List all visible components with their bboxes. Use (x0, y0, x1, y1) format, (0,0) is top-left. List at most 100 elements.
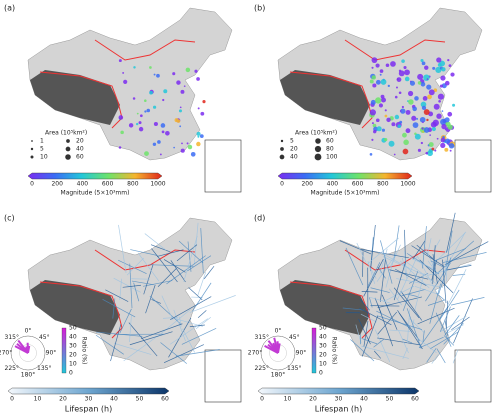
track-line (129, 263, 133, 309)
track-line (433, 248, 466, 262)
track-line (350, 339, 375, 362)
track-line (418, 306, 449, 349)
region-border (344, 39, 446, 61)
event-dot (120, 130, 124, 135)
event-dot (411, 115, 417, 121)
event-dot (441, 123, 447, 130)
track-line (361, 248, 409, 259)
legend-title: Area (10⁵km²) (295, 130, 337, 137)
region-border (39, 281, 123, 339)
track-line (105, 289, 129, 302)
event-dot (398, 91, 402, 95)
track-line (446, 265, 472, 271)
legend-symbol (315, 138, 321, 144)
region-border (94, 39, 196, 61)
colorbar (7, 387, 170, 395)
track-line (414, 272, 425, 310)
track-line (370, 287, 390, 293)
event-dot (179, 125, 182, 128)
event-dot (390, 61, 396, 67)
event-dot (381, 128, 386, 132)
event-dot (371, 138, 374, 141)
event-dot (439, 84, 443, 88)
event-dot (146, 108, 151, 113)
track-line (342, 307, 365, 311)
event-dot (394, 114, 400, 120)
panel-label: (c) (4, 214, 15, 223)
event-dot (165, 130, 170, 136)
track-line (416, 244, 434, 259)
ratio-tick: 0 (69, 370, 73, 377)
rose-angle: 90° (46, 350, 57, 357)
track-line (422, 330, 425, 342)
inset-map (454, 349, 492, 403)
colorbar-tick: 10 (34, 396, 42, 403)
track-line (430, 260, 443, 267)
legend-label: 10 (40, 154, 48, 161)
track-line (129, 315, 132, 342)
legend-label: 60 (326, 138, 334, 145)
rose-angle: 135° (37, 365, 51, 372)
track-line (452, 349, 459, 364)
colorbar-tick: 50 (386, 396, 394, 403)
track-line (178, 240, 204, 264)
event-dot (202, 100, 206, 104)
legend-label: 20 (290, 146, 298, 153)
track-line (379, 248, 388, 274)
event-dot (138, 126, 144, 132)
track-line (345, 247, 364, 286)
event-dot (447, 111, 453, 117)
event-dot (160, 123, 166, 128)
event-dot (384, 109, 387, 112)
track-line (117, 259, 147, 275)
track-line (197, 310, 207, 319)
colorbar-tick: 0 (260, 396, 264, 403)
event-dot (153, 121, 158, 127)
event-dot (444, 147, 449, 152)
track-line (129, 331, 173, 346)
event-dot (431, 147, 435, 151)
colorbar-tick: 0 (10, 396, 14, 403)
event-dot (436, 113, 442, 119)
event-dot (375, 79, 381, 85)
legend-label: 20 (76, 138, 84, 145)
track-line (401, 289, 426, 297)
track-line (361, 315, 379, 357)
event-dot (161, 130, 165, 134)
event-dot (384, 137, 388, 142)
event-dot (405, 109, 411, 115)
ratio-label: Ratio (%) (81, 337, 88, 365)
event-dot (396, 77, 402, 82)
event-dot (449, 149, 452, 152)
event-dot (176, 80, 181, 85)
ratio-tick: 10 (69, 361, 77, 368)
track-line (389, 329, 412, 332)
inset-map (204, 349, 242, 403)
track-line (356, 242, 367, 263)
event-dot (159, 153, 162, 156)
event-dot (421, 61, 426, 66)
track-line (376, 253, 397, 282)
event-dot (380, 94, 385, 99)
event-dot (431, 126, 436, 132)
colorbar-tick: 20 (309, 396, 317, 403)
event-dot (395, 86, 398, 89)
track-line (119, 308, 132, 334)
event-dot (429, 134, 431, 136)
event-dot (144, 99, 147, 102)
legend-symbol (30, 147, 34, 151)
rose-angle: 315° (5, 334, 19, 341)
event-dot (419, 116, 426, 123)
event-dot (397, 124, 402, 129)
event-dot (180, 148, 185, 153)
track-line (187, 255, 212, 272)
event-dot (179, 106, 182, 109)
track-line (150, 244, 171, 253)
colorbar (257, 387, 420, 395)
event-dot (452, 103, 456, 107)
event-dot (405, 128, 411, 134)
colorbar-label: Magnitude (5×10³mm) (311, 190, 380, 197)
track-line (137, 252, 160, 282)
event-dot (416, 117, 419, 120)
legend-title: Area (10⁵km²) (45, 130, 87, 137)
